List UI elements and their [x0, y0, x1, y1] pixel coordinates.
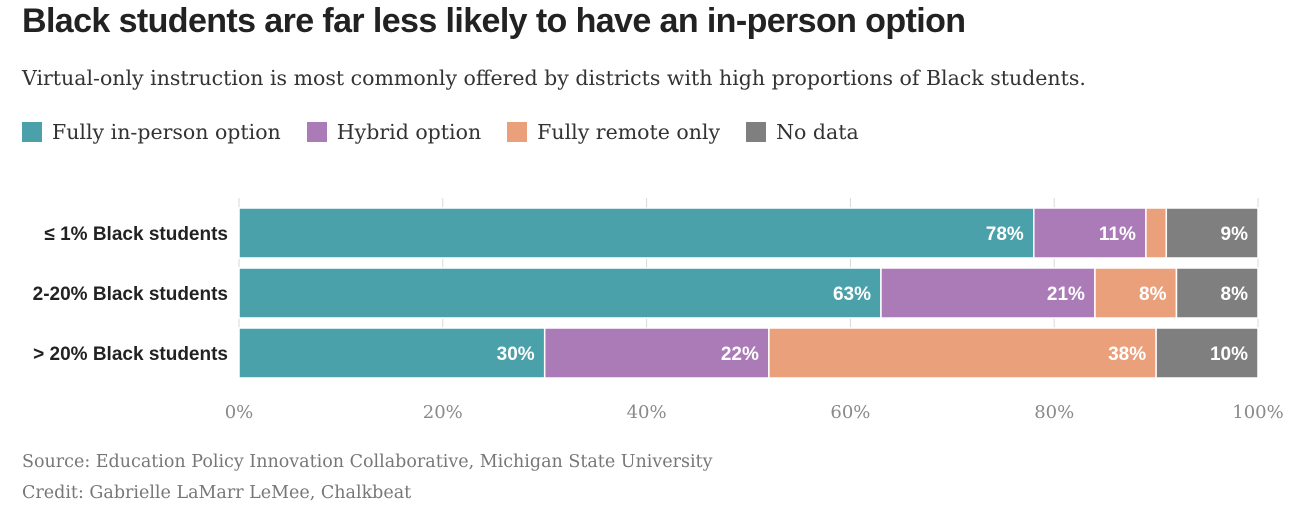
legend-item-remote: Fully remote only: [507, 120, 720, 144]
bar-segment: [1155, 327, 1259, 379]
legend-swatch-hybrid: [306, 122, 327, 142]
bar-segment: [238, 267, 882, 319]
bar-segment: [1145, 207, 1168, 259]
chart-subtitle: Virtual-only instruction is most commonl…: [22, 66, 1086, 90]
bar-segment: [238, 327, 546, 379]
legend-swatch-in-person: [22, 122, 42, 142]
x-tick-label: 60%: [830, 402, 870, 423]
x-tick-label: 0%: [225, 402, 254, 423]
x-tick-label: 80%: [1034, 402, 1074, 423]
legend-item-hybrid: Hybrid option: [306, 120, 482, 144]
category-label: 2-20% Black students: [33, 284, 228, 305]
data-label: 8%: [1221, 284, 1249, 305]
data-label: 21%: [1047, 284, 1085, 305]
x-tick-label: 40%: [627, 402, 667, 423]
stacked-bar-chart: 0% 20% 40% 60% 80% 100% ≤ 1% Black students 78%…: [33, 198, 1284, 423]
bar-segment: [768, 327, 1157, 379]
data-label: 22%: [721, 344, 759, 365]
source-note: Source: Education Policy Innovation Coll…: [22, 452, 713, 472]
legend-item-no-data: No data: [746, 120, 859, 144]
data-label: 78%: [986, 224, 1024, 245]
x-tick-label: 20%: [423, 402, 463, 423]
x-tick-label: 100%: [1232, 402, 1283, 423]
chart-title: Black students are far less likely to ha…: [22, 2, 966, 40]
legend-label-remote: Fully remote only: [537, 120, 721, 144]
bar-segment: [1175, 267, 1259, 319]
legend-label-no-data: No data: [776, 120, 859, 144]
bar-segment: [238, 207, 1035, 259]
legend-swatch-remote: [507, 122, 528, 142]
legend: Fully in-person option Hybrid option Ful…: [22, 120, 885, 144]
bar-segment: [1094, 267, 1178, 319]
data-label: 30%: [497, 344, 535, 365]
bar-segment: [1165, 207, 1259, 259]
data-label: 63%: [833, 284, 871, 305]
data-label: 9%: [1221, 224, 1249, 245]
legend-label-hybrid: Hybrid option: [336, 120, 482, 144]
bar-segment: [880, 267, 1096, 319]
bar-segment: [1033, 207, 1147, 259]
legend-label-in-person: Fully in-person option: [52, 120, 281, 144]
data-label: 10%: [1210, 344, 1248, 365]
data-label: 38%: [1108, 344, 1146, 365]
data-label: 11%: [1099, 224, 1136, 245]
category-label: > 20% Black students: [33, 344, 228, 365]
legend-swatch-no-data: [746, 122, 767, 142]
data-label: 8%: [1139, 284, 1167, 305]
category-label: ≤ 1% Black students: [44, 224, 228, 245]
legend-item-in-person: Fully in-person option: [22, 120, 281, 144]
credit-note: Credit: Gabrielle LaMarr LeMee, Chalkbea…: [22, 483, 412, 503]
